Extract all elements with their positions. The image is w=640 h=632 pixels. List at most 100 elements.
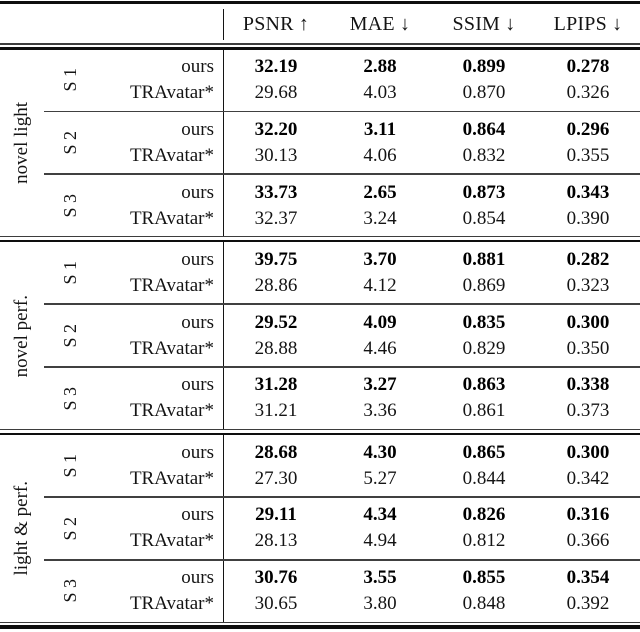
method-column: ours TRAvatar* (96, 242, 223, 303)
method-label-travatar: TRAvatar* (129, 207, 214, 229)
metrics-column: 32.20 3.11 0.864 0.296 30.13 4.06 0.832 … (223, 112, 640, 174)
psnr-value: 28.13 (254, 530, 298, 552)
ssim-value: 0.864 (462, 118, 506, 140)
lpips-value: 0.316 (566, 504, 610, 526)
ssim-value: 0.832 (462, 144, 506, 166)
method-column: ours TRAvatar* (96, 175, 223, 236)
lpips-value: 0.300 (566, 311, 610, 333)
lpips-value: 0.282 (566, 248, 610, 270)
mae-value: 4.30 (363, 441, 397, 463)
subgroup-divider (44, 173, 640, 176)
group-label-cell: light & perf. (0, 435, 44, 622)
lpips-value: 0.323 (566, 274, 610, 296)
lpips-value: 0.390 (566, 207, 610, 229)
ssim-value: 0.861 (462, 400, 506, 422)
s-label-cell: S 3 (44, 368, 96, 429)
method-label-travatar: TRAvatar* (129, 400, 214, 422)
subject-label: S 1 (59, 68, 80, 92)
row-group-novel-light: novel light S 1 ours TRAvatar* 32.19 2.8… (0, 49, 640, 237)
ssim-value: 0.835 (462, 311, 506, 333)
mae-value: 4.34 (363, 504, 397, 526)
lpips-value: 0.326 (566, 82, 610, 104)
table-header-row: PSNR ↑ MAE ↓ SSIM ↓ LPIPS ↓ (0, 4, 640, 43)
metrics-column: 30.76 3.55 0.855 0.354 30.65 3.80 0.848 … (223, 560, 640, 622)
ssim-value: 0.865 (462, 441, 506, 463)
psnr-value: 32.19 (254, 56, 298, 78)
method-label-ours: ours (181, 311, 214, 333)
metrics-column: 29.52 4.09 0.835 0.300 28.88 4.46 0.829 … (223, 305, 640, 367)
method-label-travatar: TRAvatar* (129, 274, 214, 296)
table-row: 32.20 3.11 0.864 0.296 (224, 117, 640, 143)
ssim-value: 0.873 (462, 181, 506, 203)
sub-table: ours TRAvatar* 39.75 3.70 0.881 0.282 28… (96, 242, 640, 304)
sub-table: ours TRAvatar* 31.28 3.27 0.863 0.338 31… (96, 367, 640, 429)
subgroup-divider (44, 496, 640, 498)
table-row: 39.75 3.70 0.881 0.282 (224, 247, 640, 273)
table-row: 32.37 3.24 0.854 0.390 (224, 206, 640, 232)
group-body: S 1 ours TRAvatar* 28.68 4.30 0.865 0.30… (44, 435, 640, 622)
table-top-rule (0, 1, 640, 5)
subblock-s1: S 1 ours TRAvatar* 32.19 2.88 0.899 0.27… (44, 49, 640, 111)
mae-value: 3.27 (363, 374, 397, 396)
subblock-s3: S 3 ours TRAvatar* 33.73 2.65 0.873 0.34… (44, 175, 640, 237)
psnr-value: 29.52 (254, 311, 298, 333)
psnr-value: 39.75 (254, 248, 298, 270)
table-row: 29.52 4.09 0.835 0.300 (224, 310, 640, 336)
sub-table: ours TRAvatar* 32.20 3.11 0.864 0.296 30… (96, 112, 640, 174)
ssim-value: 0.870 (462, 82, 506, 104)
lpips-value: 0.366 (566, 530, 610, 552)
method-column: ours TRAvatar* (96, 305, 223, 366)
method-column: ours TRAvatar* (96, 435, 223, 496)
s-label-cell: S 1 (44, 242, 96, 303)
table-row: 32.19 2.88 0.899 0.278 (224, 54, 640, 80)
lpips-value: 0.296 (566, 118, 610, 140)
psnr-value: 29.11 (255, 504, 297, 526)
psnr-value: 33.73 (254, 181, 298, 203)
group-label-light-and-perf: light & perf. (11, 481, 32, 576)
subject-label: S 1 (59, 261, 80, 285)
subject-label: S 3 (59, 386, 80, 411)
mae-value: 2.65 (363, 181, 397, 203)
s-label-cell: S 3 (44, 561, 96, 622)
s-label-cell: S 2 (44, 498, 96, 559)
method-label-travatar: TRAvatar* (129, 530, 214, 552)
lpips-value: 0.373 (566, 400, 610, 422)
group-body: S 1 ours TRAvatar* 39.75 3.70 0.881 0.28… (44, 242, 640, 429)
method-label-ours: ours (181, 118, 214, 140)
sub-table: ours TRAvatar* 29.52 4.09 0.835 0.300 28… (96, 305, 640, 367)
method-label-ours: ours (181, 567, 214, 589)
lpips-value: 0.278 (566, 56, 610, 78)
table-row: 30.65 3.80 0.848 0.392 (224, 591, 640, 617)
table-row: 28.68 4.30 0.865 0.300 (224, 440, 640, 466)
ssim-value: 0.844 (462, 467, 506, 489)
subblock-s2: S 2 ours TRAvatar* 32.20 3.11 0.864 0.29… (44, 112, 640, 174)
s-label-cell: S 2 (44, 305, 96, 366)
psnr-value: 31.28 (254, 374, 298, 396)
method-column: ours TRAvatar* (96, 368, 223, 429)
group-label-novel-light: novel light (11, 101, 32, 184)
mae-value: 4.09 (363, 311, 397, 333)
table-row: 31.28 3.27 0.863 0.338 (224, 372, 640, 398)
table-row: 29.11 4.34 0.826 0.316 (224, 502, 640, 528)
method-label-ours: ours (181, 248, 214, 270)
metrics-column: 33.73 2.65 0.873 0.343 32.37 3.24 0.854 … (223, 175, 640, 237)
column-header-mae: MAE ↓ (349, 13, 411, 36)
method-label-travatar: TRAvatar* (129, 593, 214, 615)
psnr-value: 30.13 (254, 144, 298, 166)
psnr-value: 29.68 (254, 82, 298, 104)
method-label-travatar: TRAvatar* (129, 82, 214, 104)
column-header-lpips: LPIPS ↓ (553, 13, 623, 36)
ssim-value: 0.863 (462, 374, 506, 396)
row-group-light-and-perf: light & perf. S 1 ours TRAvatar* 28.68 4… (0, 435, 640, 622)
method-column: ours TRAvatar* (96, 561, 223, 622)
mae-value: 3.11 (363, 118, 397, 140)
table-row: 33.73 2.65 0.873 0.343 (224, 180, 640, 206)
mae-value: 3.36 (363, 400, 397, 422)
mae-value: 4.03 (363, 82, 397, 104)
group-label-novel-perf: novel perf. (11, 294, 32, 377)
table-row: 28.88 4.46 0.829 0.350 (224, 336, 640, 362)
subject-label: S 2 (59, 516, 80, 541)
method-label-ours: ours (181, 181, 214, 203)
lpips-value: 0.343 (566, 181, 610, 203)
